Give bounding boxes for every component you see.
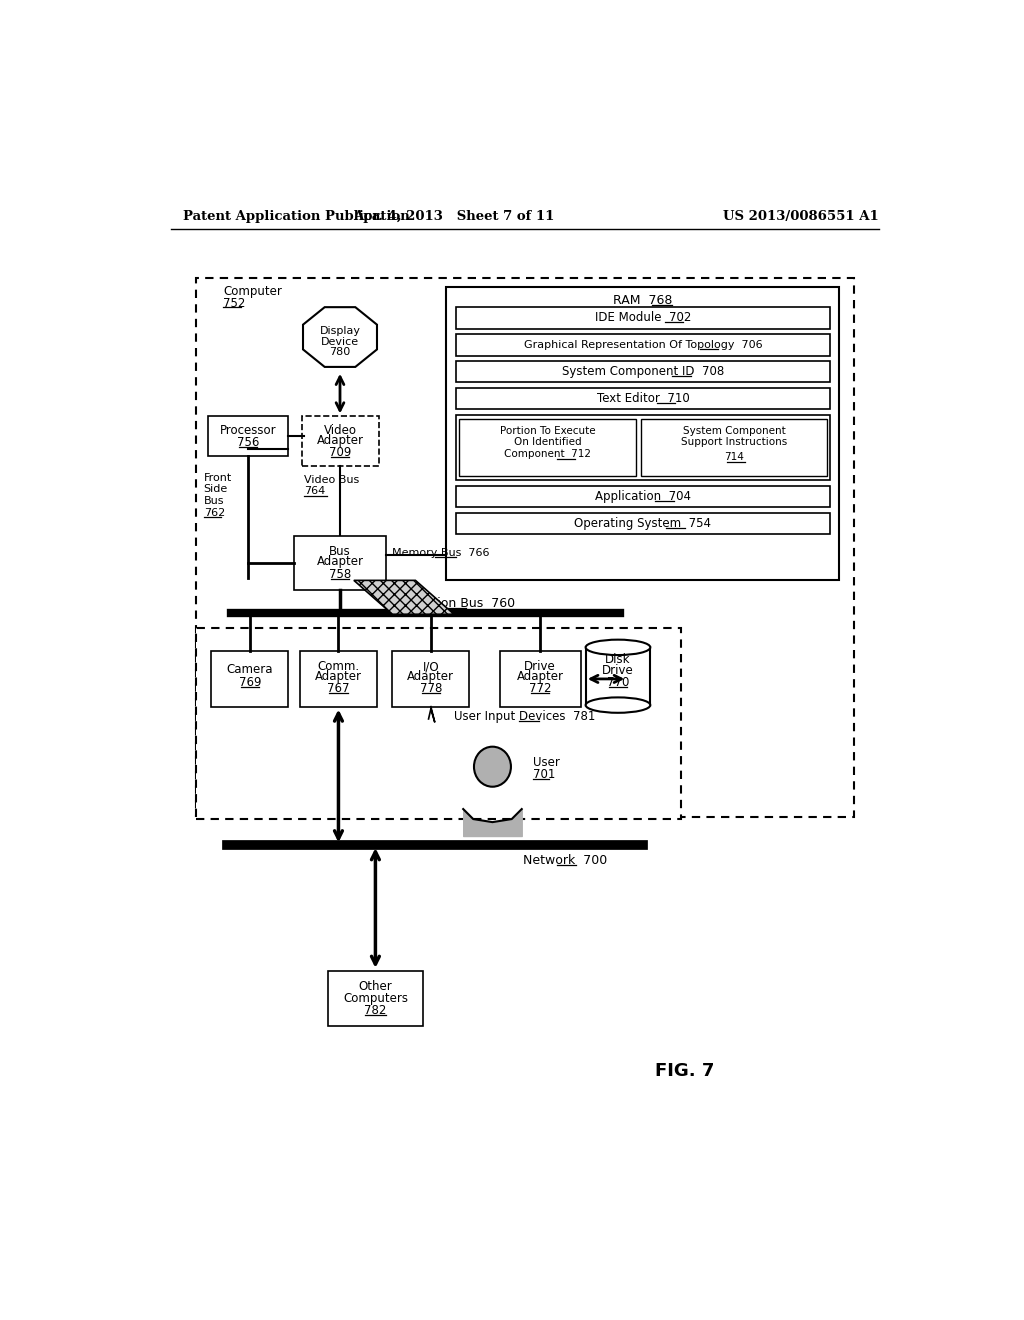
Ellipse shape [586, 697, 650, 713]
Text: 701: 701 [532, 768, 555, 781]
Bar [586, 647, 650, 705]
Text: Application  704: Application 704 [595, 490, 691, 503]
Text: System Component ID  708: System Component ID 708 [562, 366, 724, 379]
Text: Display: Display [319, 326, 360, 335]
Text: Comm.: Comm. [317, 660, 359, 673]
Text: IDE Module  702: IDE Module 702 [595, 312, 691, 325]
Text: 714: 714 [724, 453, 744, 462]
Bar [328, 970, 423, 1026]
Text: Adapter: Adapter [408, 671, 455, 684]
Text: Patent Application Publication: Patent Application Publication [183, 210, 410, 223]
Text: Adapter: Adapter [316, 434, 364, 447]
Text: Computer: Computer [223, 285, 282, 298]
Text: 780: 780 [330, 347, 350, 358]
Text: 764: 764 [304, 486, 325, 496]
Bar [211, 651, 289, 706]
Bar [456, 388, 830, 409]
Ellipse shape [474, 747, 511, 787]
Bar [456, 486, 830, 507]
Bar [196, 628, 681, 818]
Text: Adapter: Adapter [517, 671, 563, 684]
Text: Side: Side [204, 484, 228, 495]
Ellipse shape [586, 640, 650, 655]
Text: Video: Video [324, 424, 356, 437]
Bar [641, 418, 827, 477]
Text: Adapter: Adapter [315, 671, 361, 684]
Bar [460, 418, 637, 477]
Text: Video Bus: Video Bus [304, 475, 359, 486]
Text: Operating System  754: Operating System 754 [574, 517, 712, 529]
Text: User Input Devices  781: User Input Devices 781 [454, 710, 595, 723]
Text: Support Instructions: Support Instructions [681, 437, 787, 446]
Bar [392, 651, 469, 706]
Bar [208, 416, 289, 457]
Text: Apr. 4, 2013   Sheet 7 of 11: Apr. 4, 2013 Sheet 7 of 11 [353, 210, 555, 223]
Text: 752: 752 [223, 297, 246, 310]
Text: Computers: Computers [343, 991, 408, 1005]
Text: Adapter: Adapter [316, 556, 364, 569]
Bar [446, 286, 839, 579]
Text: Camera: Camera [226, 663, 273, 676]
Bar [456, 414, 830, 480]
Bar [456, 308, 830, 329]
Text: System Component: System Component [683, 426, 785, 436]
Text: 758: 758 [329, 568, 351, 581]
Text: 762: 762 [204, 508, 225, 517]
Bar [294, 536, 386, 590]
Text: RAM  768: RAM 768 [613, 294, 673, 308]
Polygon shape [354, 581, 454, 614]
Text: Drive: Drive [524, 660, 556, 673]
Bar [300, 651, 377, 706]
Text: 772: 772 [529, 681, 552, 694]
Text: Network  700: Network 700 [523, 854, 607, 867]
Text: Disk: Disk [605, 653, 631, 667]
Text: 767: 767 [328, 681, 350, 694]
Text: Graphical Representation Of Topology  706: Graphical Representation Of Topology 706 [523, 339, 762, 350]
Text: User: User [532, 755, 559, 768]
Text: 770: 770 [607, 676, 629, 689]
Text: Device: Device [321, 337, 359, 347]
Text: Front: Front [204, 473, 232, 483]
Text: 769: 769 [239, 676, 261, 689]
Text: 782: 782 [365, 1005, 387, 1018]
Text: Processor: Processor [220, 424, 276, 437]
Text: Expansion Bus  760: Expansion Bus 760 [392, 597, 515, 610]
Text: Text Editor  710: Text Editor 710 [597, 392, 689, 405]
Bar [456, 512, 830, 535]
Text: Bus: Bus [204, 496, 224, 506]
Bar [196, 277, 854, 817]
Polygon shape [303, 308, 377, 367]
Text: 778: 778 [420, 681, 442, 694]
Text: Portion To Execute: Portion To Execute [500, 426, 596, 436]
Text: I/O: I/O [423, 660, 439, 673]
Text: Drive: Drive [602, 664, 634, 677]
Text: Memory Bus  766: Memory Bus 766 [392, 548, 489, 557]
Text: Other: Other [358, 979, 392, 993]
Text: US 2013/0086551 A1: US 2013/0086551 A1 [723, 210, 879, 223]
Text: 756: 756 [237, 436, 259, 449]
Text: FIG. 7: FIG. 7 [655, 1061, 715, 1080]
Bar [456, 334, 830, 355]
Bar [301, 416, 379, 466]
Text: Component  712: Component 712 [505, 449, 592, 459]
Bar [500, 651, 581, 706]
Bar [456, 360, 830, 383]
Text: 709: 709 [329, 446, 351, 459]
Text: On Identified: On Identified [514, 437, 582, 446]
Text: Bus: Bus [329, 545, 351, 557]
